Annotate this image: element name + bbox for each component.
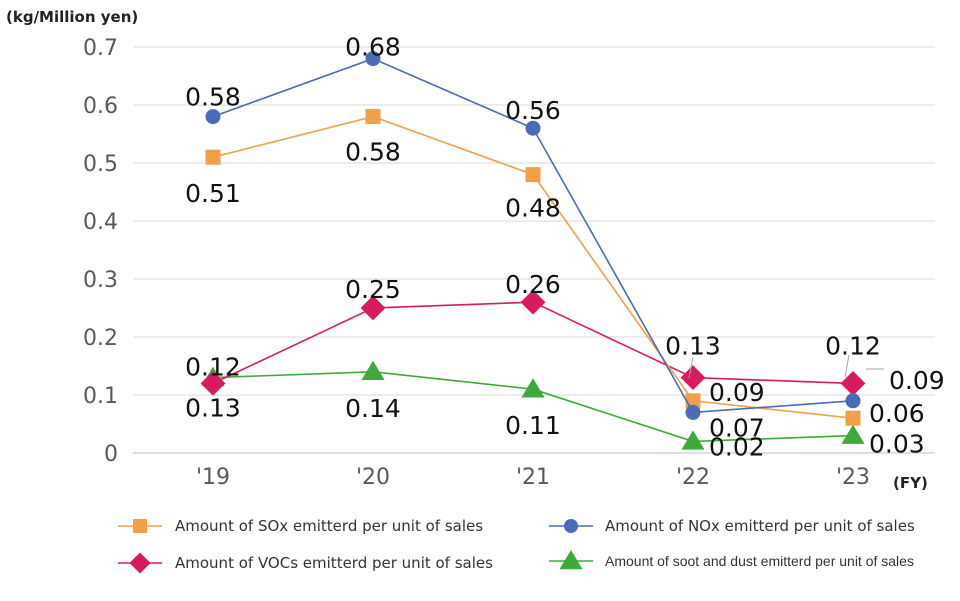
series-sox xyxy=(205,109,861,426)
legend-item-dust: Amount of soot and dust emitterd per uni… xyxy=(549,550,914,570)
data-label-dust: 0.13 xyxy=(185,394,241,423)
legend-marker-sox xyxy=(133,519,147,533)
y-tick-label: 0.6 xyxy=(83,94,118,119)
y-tick-label: 0.5 xyxy=(83,152,118,177)
data-point-nox xyxy=(685,404,701,420)
x-tick-label: '23 xyxy=(836,465,870,490)
data-point-dust xyxy=(681,430,705,450)
legend-label-dust: Amount of soot and dust emitterd per uni… xyxy=(605,553,914,569)
y-tick-label: 0.4 xyxy=(83,210,118,235)
legend-item-sox: Amount of SOx emitterd per unit of sales xyxy=(118,517,483,535)
series-lines xyxy=(200,51,866,450)
label-leader-line xyxy=(688,356,694,379)
data-label-voc: 0.25 xyxy=(345,275,401,304)
data-label-voc: 0.26 xyxy=(505,270,561,299)
data-label-sox: 0.58 xyxy=(345,138,401,167)
label-leader-lines xyxy=(688,354,884,379)
x-axis-fy-label: (FY) xyxy=(893,474,928,492)
series-nox xyxy=(205,51,861,420)
data-point-sox xyxy=(205,149,221,165)
data-label-dust: 0.14 xyxy=(345,394,401,423)
data-point-voc xyxy=(360,295,386,321)
x-axis-ticks: '19 '20 '21 '22 '23 xyxy=(196,465,870,490)
y-tick-label: 0.7 xyxy=(83,36,118,61)
label-leader-line xyxy=(844,354,850,378)
data-label-sox: 0.48 xyxy=(505,194,561,223)
data-label-sox: 0.09 xyxy=(709,378,765,407)
data-point-nox xyxy=(845,393,861,409)
data-label-sox: 0.51 xyxy=(185,179,241,208)
y-tick-label: 0 xyxy=(104,442,118,467)
data-label-dust: 0.02 xyxy=(709,432,765,461)
data-label-dust: 0.03 xyxy=(869,430,925,459)
data-point-dust xyxy=(361,360,385,381)
data-point-nox xyxy=(525,120,541,136)
data-label-dust: 0.11 xyxy=(505,411,561,440)
data-point-sox xyxy=(365,109,381,125)
data-point-voc xyxy=(680,365,706,390)
data-point-nox xyxy=(205,109,221,125)
data-label-voc: 0.13 xyxy=(665,332,721,361)
x-tick-label: '22 xyxy=(676,465,710,490)
data-label-voc: 0.12 xyxy=(825,331,881,360)
data-point-nox xyxy=(365,51,381,67)
legend: Amount of SOx emitterd per unit of sales… xyxy=(118,517,915,574)
data-label-sox: 0.06 xyxy=(869,399,925,428)
y-tick-label: 0.1 xyxy=(83,384,118,409)
data-label-nox: 0.68 xyxy=(345,33,401,62)
data-labels: 0.51 0.58 0.48 0.09 0.06 0.58 0.68 0.56 0.07 0.09… xyxy=(185,33,945,462)
y-axis-ticks: 0 0.1 0.2 0.3 0.4 0.5 0.6 0.7 xyxy=(83,36,118,467)
data-label-voc: 0.12 xyxy=(185,352,241,381)
x-tick-label: '21 xyxy=(516,465,550,490)
y-axis-unit-label: (kg/Million yen) xyxy=(6,8,138,26)
x-tick-label: '19 xyxy=(196,465,230,490)
data-label-nox: 0.56 xyxy=(505,96,561,125)
series-line-sox xyxy=(212,115,854,419)
legend-marker-voc xyxy=(129,552,151,574)
data-point-sox xyxy=(525,167,541,183)
legend-item-voc: Amount of VOCs emitterd per unit of sale… xyxy=(118,552,493,574)
legend-label-sox: Amount of SOx emitterd per unit of sales xyxy=(175,517,483,535)
data-point-sox xyxy=(845,410,861,426)
data-point-dust xyxy=(521,378,545,398)
data-label-nox: 0.58 xyxy=(185,83,241,112)
y-tick-label: 0.2 xyxy=(83,326,118,351)
y-tick-label: 0.3 xyxy=(83,268,118,293)
data-point-voc xyxy=(200,371,226,396)
grid-lines xyxy=(133,46,935,454)
data-point-dust xyxy=(841,424,865,444)
data-point-voc xyxy=(840,371,866,396)
legend-marker-dust xyxy=(559,550,583,570)
legend-marker-nox xyxy=(564,519,578,533)
data-label-nox: 0.09 xyxy=(889,366,945,395)
legend-item-nox: Amount of NOx emitterd per unit of sales xyxy=(549,517,915,535)
x-tick-label: '20 xyxy=(356,465,390,490)
legend-label-nox: Amount of NOx emitterd per unit of sales xyxy=(605,517,915,535)
data-label-nox: 0.07 xyxy=(709,413,765,442)
series-voc xyxy=(200,289,866,396)
legend-label-voc: Amount of VOCs emitterd per unit of sale… xyxy=(175,554,493,572)
data-point-voc xyxy=(520,289,546,315)
